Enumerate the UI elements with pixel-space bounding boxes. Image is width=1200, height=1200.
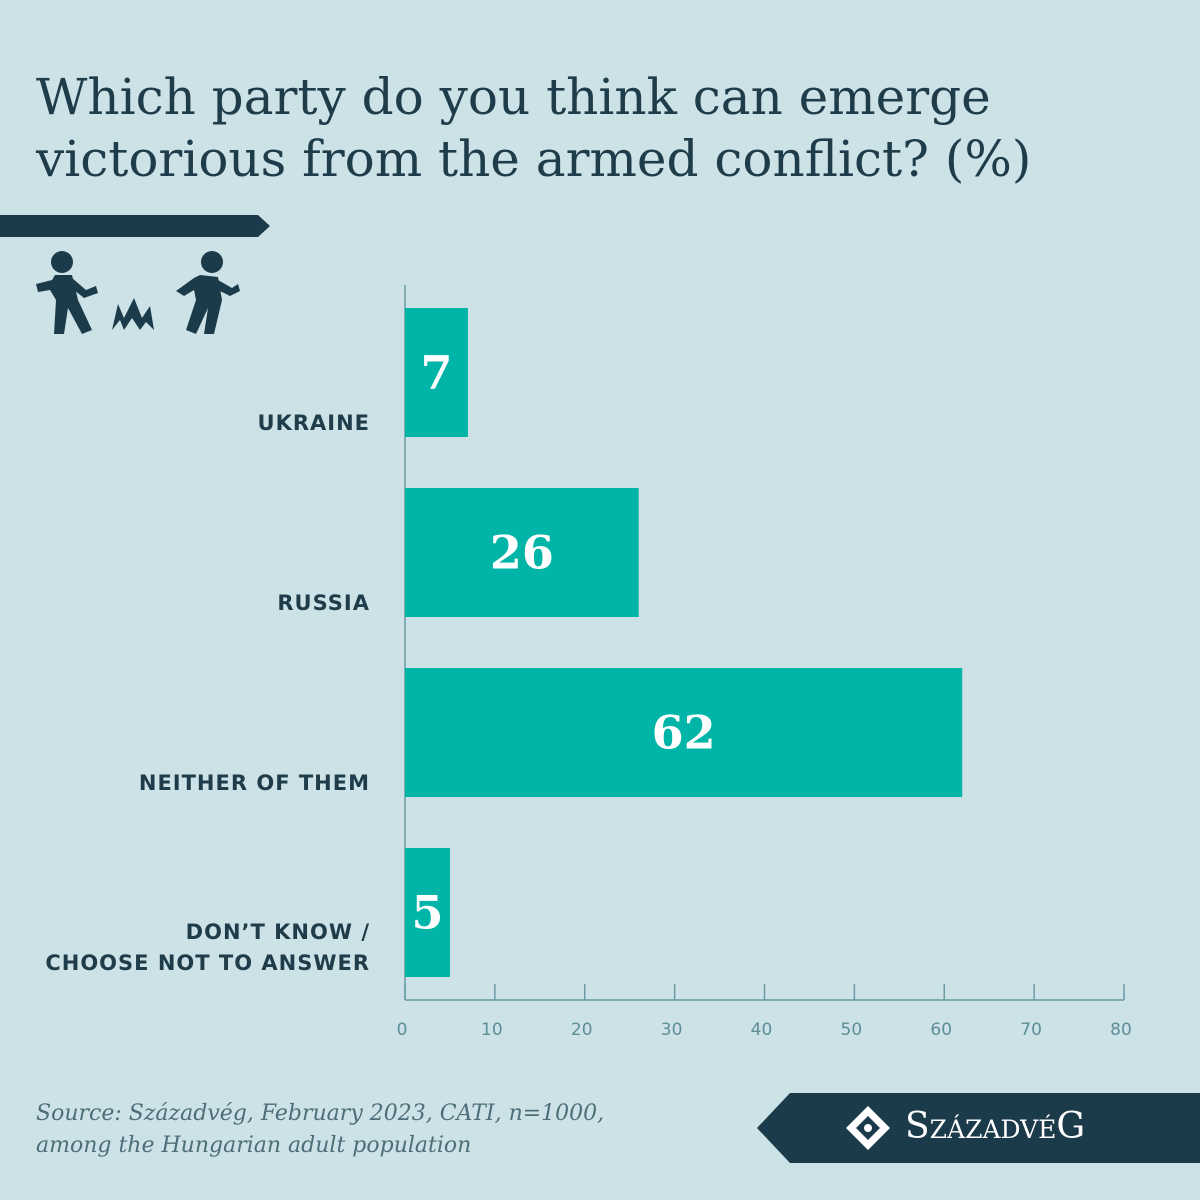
x-tick-label: 70 xyxy=(1020,1020,1042,1040)
x-tick-label: 60 xyxy=(930,1020,952,1040)
category-label: DON’T KNOW / CHOOSE NOT TO ANSWER xyxy=(45,920,370,975)
logo-mark xyxy=(846,1106,890,1150)
x-tick-label: 10 xyxy=(481,1020,503,1040)
x-tick-label: 0 xyxy=(397,1020,408,1040)
category-label: UKRAINE xyxy=(257,411,370,435)
bar xyxy=(405,488,639,617)
value-label: 7 xyxy=(420,346,452,400)
category-label: NEITHER OF THEM xyxy=(138,771,370,795)
x-tick-label: 80 xyxy=(1110,1020,1132,1040)
source-note: Source: Századvég, February 2023, CATI, … xyxy=(36,1101,605,1158)
bar xyxy=(405,308,468,437)
value-label: 62 xyxy=(652,706,716,760)
chart-title: Which party do you think can emerge vict… xyxy=(36,68,1032,188)
conflict-icon xyxy=(36,251,240,334)
bar xyxy=(405,668,963,797)
x-tick-label: 20 xyxy=(571,1020,593,1040)
value-label: 26 xyxy=(490,526,554,580)
value-label: 5 xyxy=(411,886,443,940)
x-tick-label: 50 xyxy=(841,1020,863,1040)
bar xyxy=(405,848,450,977)
category-label: RUSSIA xyxy=(277,591,370,615)
title-rule xyxy=(0,215,270,237)
x-tick-label: 30 xyxy=(661,1020,683,1040)
x-tick-label: 40 xyxy=(751,1020,773,1040)
logo-text: SzázadvéG xyxy=(905,1106,1086,1147)
